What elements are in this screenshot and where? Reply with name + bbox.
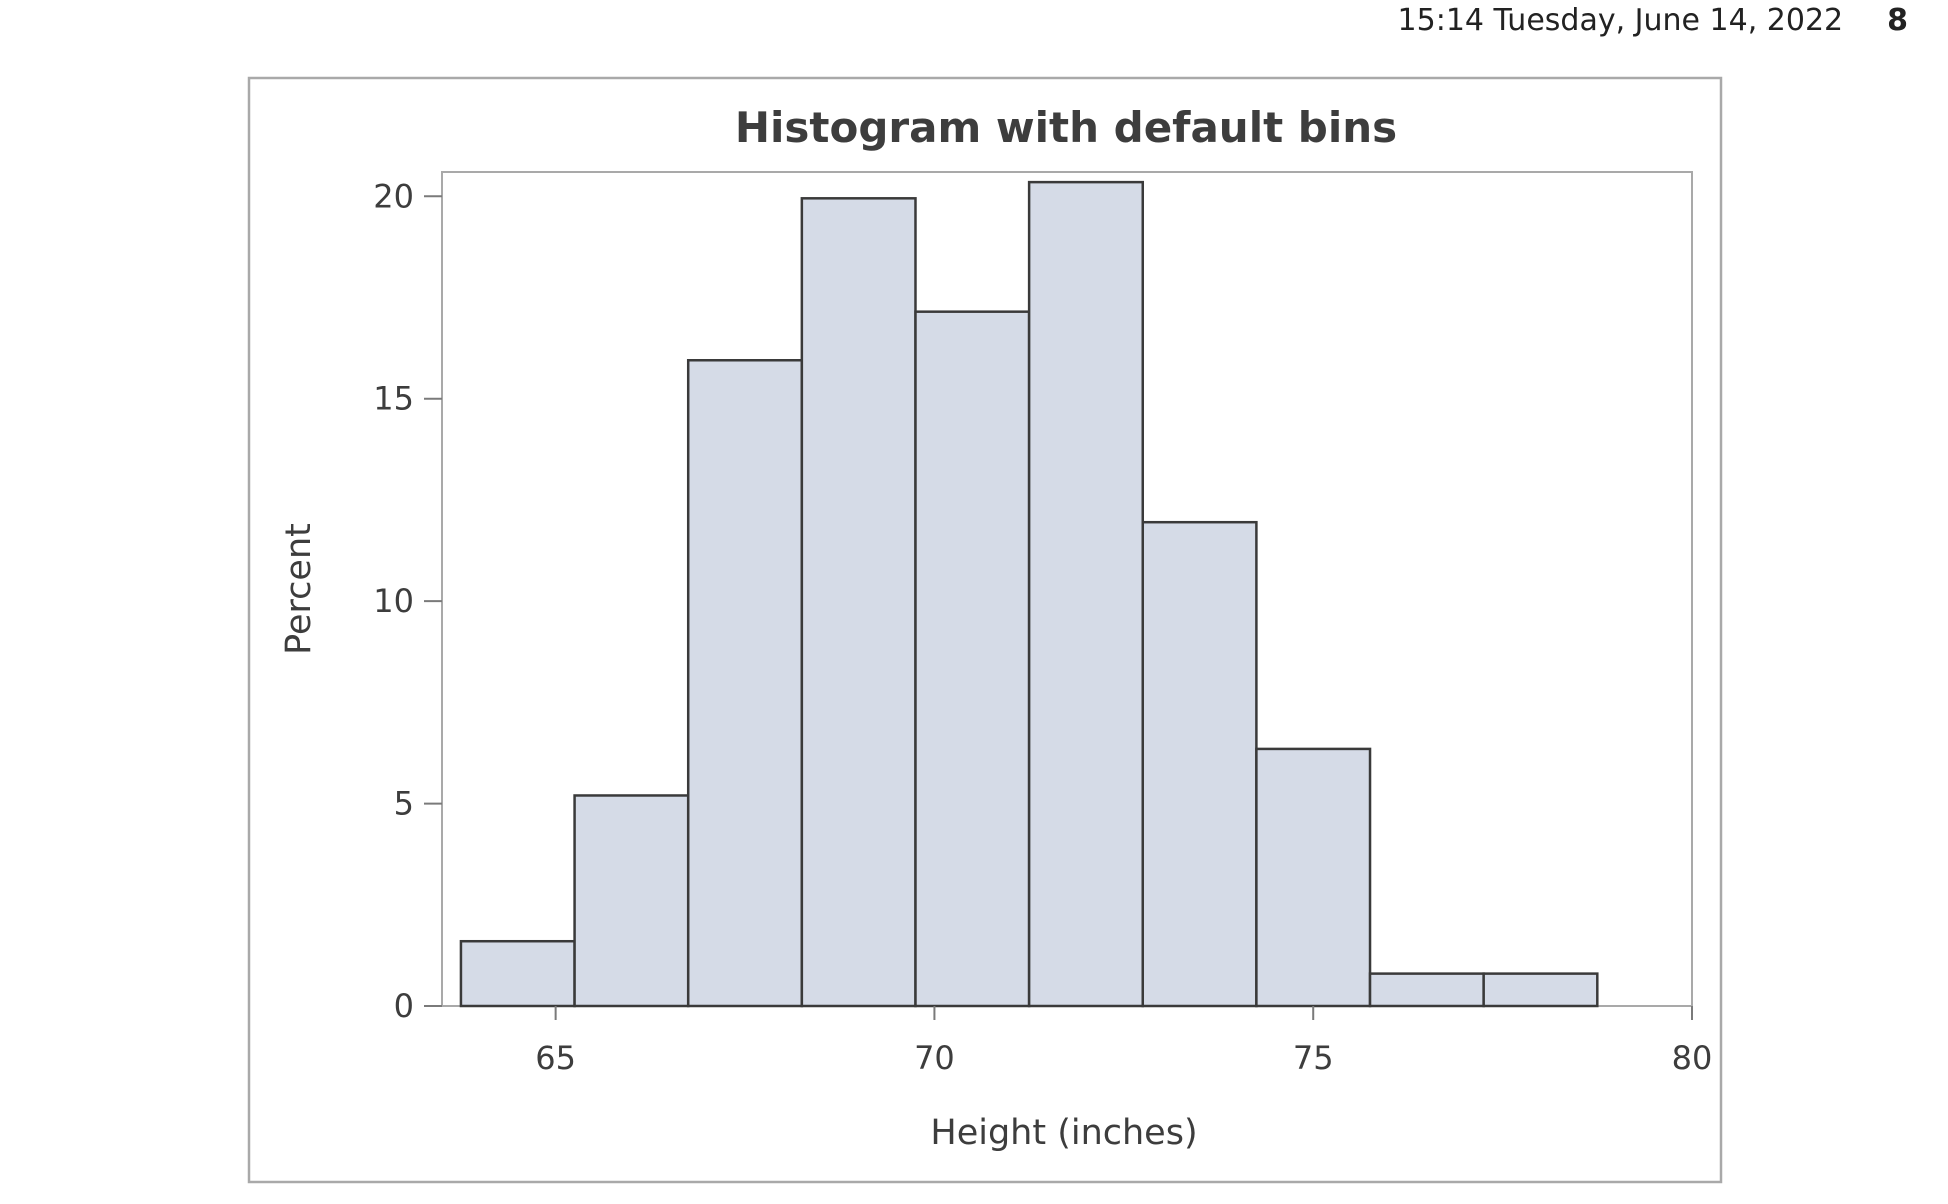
y-axis-label: Percent [279, 523, 319, 655]
histogram-bar-2 [573, 794, 690, 1008]
page-number: 8 [1887, 2, 1908, 38]
y-tick-label: 20 [373, 177, 414, 215]
x-axis-label: Height (inches) [930, 1113, 1197, 1153]
histogram-bar-7 [1141, 520, 1258, 1008]
histogram-bar-8 [1255, 747, 1372, 1008]
x-axis: 65 70 75 80 [535, 1006, 1712, 1077]
y-tick-label: 5 [394, 785, 414, 823]
x-tick-label: 70 [914, 1039, 955, 1077]
histogram-bar-9 [1368, 972, 1485, 1008]
y-axis: 0 5 10 15 20 [373, 177, 442, 1025]
y-tick-label: 15 [373, 380, 414, 418]
x-tick-label: 80 [1672, 1039, 1713, 1077]
x-tick-label: 75 [1293, 1039, 1334, 1077]
timestamp: 15:14 Tuesday, June 14, 2022 [1397, 2, 1844, 38]
histogram-bar-10 [1482, 972, 1599, 1008]
page-header: 15:14 Tuesday, June 14, 2022 8 [1398, 0, 1908, 40]
y-tick-label: 0 [394, 987, 414, 1025]
bars-group [459, 180, 1599, 1008]
y-tick-label: 10 [373, 582, 414, 620]
chart-title: Histogram with default bins [735, 103, 1397, 152]
histogram-bar-4 [800, 197, 917, 1008]
graph-frame [247, 76, 1723, 1184]
x-tick-label: 65 [535, 1039, 576, 1077]
histogram-bar-6 [1027, 180, 1145, 1008]
histogram-bar-5 [914, 310, 1031, 1008]
histogram-bar-3 [686, 359, 804, 1008]
histogram-bar-1 [459, 939, 576, 1008]
